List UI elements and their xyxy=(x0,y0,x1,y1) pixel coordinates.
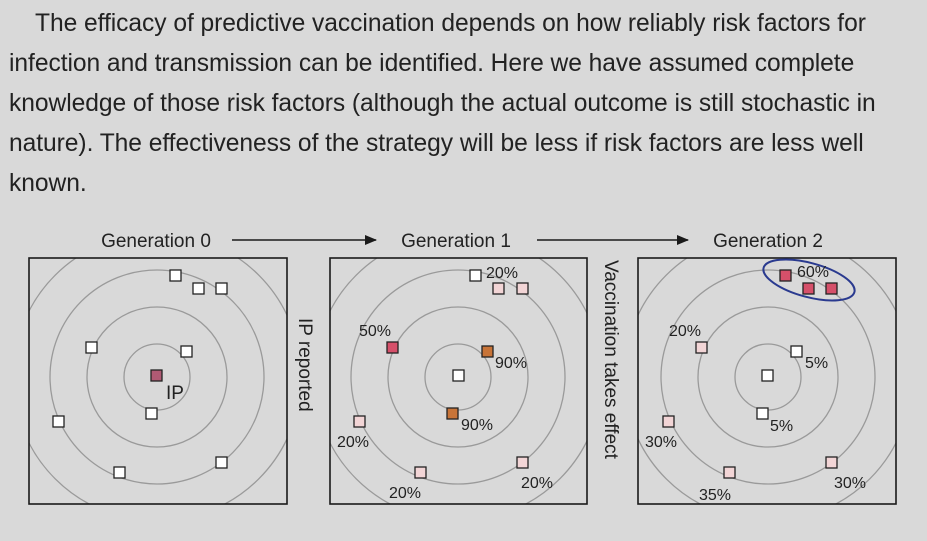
node xyxy=(516,456,529,469)
node xyxy=(414,466,427,479)
node xyxy=(802,282,815,295)
risk-percent: 30% xyxy=(645,434,677,451)
risk-percent: 20% xyxy=(337,434,369,451)
panel-1-frame xyxy=(329,257,588,505)
node xyxy=(723,466,736,479)
risk-percent: 5% xyxy=(805,355,828,372)
node xyxy=(215,456,228,469)
panel-generation-0: IP xyxy=(28,257,288,505)
ip-reported-label: IP reported xyxy=(294,318,315,412)
node xyxy=(662,415,675,428)
risk-percent: 20% xyxy=(486,265,518,282)
node xyxy=(779,269,792,282)
risk-percent: 90% xyxy=(495,355,527,372)
node xyxy=(825,282,838,295)
node xyxy=(386,341,399,354)
caption-paragraph: The efficacy of predictive vaccination d… xyxy=(9,10,876,197)
generation-0-label: Generation 0 xyxy=(101,231,211,252)
node xyxy=(180,345,193,358)
generation-1-label: Generation 1 xyxy=(401,231,511,252)
node xyxy=(145,407,158,420)
node xyxy=(825,456,838,469)
high-risk-cluster-ellipse xyxy=(762,258,856,302)
node xyxy=(761,369,774,382)
risk-percent: 20% xyxy=(389,485,421,502)
risk-percent: 35% xyxy=(699,487,731,504)
node xyxy=(353,415,366,428)
node xyxy=(492,282,505,295)
index-patient-node xyxy=(150,369,163,382)
risk-percent: 5% xyxy=(770,418,793,435)
vaccination-takes-effect-label: Vaccination takes effect xyxy=(600,260,621,460)
node xyxy=(192,282,205,295)
node xyxy=(756,407,769,420)
generation-2-label: Generation 2 xyxy=(713,231,823,252)
node xyxy=(452,369,465,382)
node xyxy=(790,345,803,358)
node xyxy=(85,341,98,354)
node xyxy=(52,415,65,428)
panel-generation-2: 60% 20% 5% 5% 30% 35% 30% xyxy=(637,257,897,505)
risk-percent: 30% xyxy=(834,475,866,492)
risk-percent: 20% xyxy=(521,475,553,492)
panel-0-frame xyxy=(28,257,288,505)
risk-percent: 20% xyxy=(669,323,701,340)
risk-percent: 90% xyxy=(461,417,493,434)
node xyxy=(695,341,708,354)
node xyxy=(113,466,126,479)
node xyxy=(215,282,228,295)
risk-percent: 50% xyxy=(359,323,391,340)
node xyxy=(469,269,482,282)
ip-label: IP xyxy=(166,383,184,404)
node xyxy=(446,407,459,420)
panel-2-frame xyxy=(637,257,897,505)
risk-rings-1 xyxy=(330,258,587,504)
node xyxy=(516,282,529,295)
risk-percent: 60% xyxy=(797,264,829,281)
node xyxy=(169,269,182,282)
node xyxy=(481,345,494,358)
panel-generation-1: 20% 50% 90% 90% 20% 20% 20% xyxy=(329,257,588,505)
